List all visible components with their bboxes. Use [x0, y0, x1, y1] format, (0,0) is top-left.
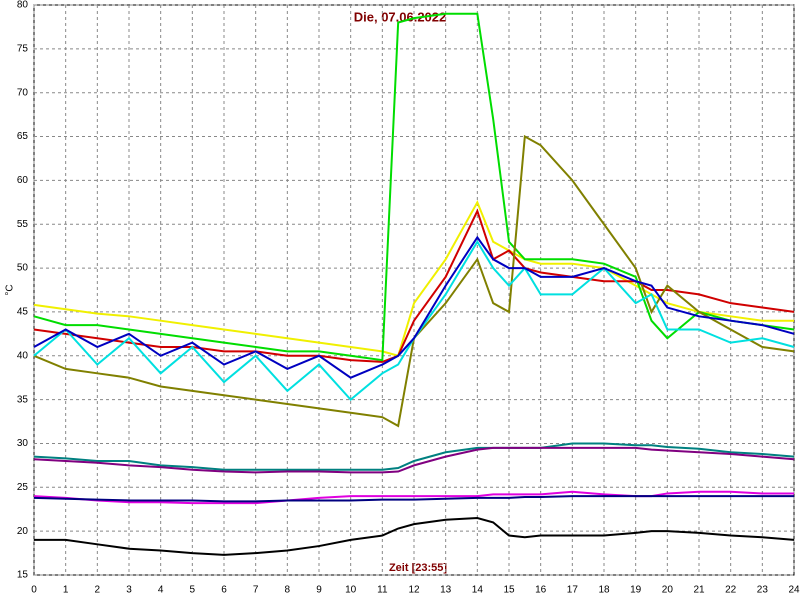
series-line	[33, 12, 795, 362]
chart-title: Die, 07.06.2022	[354, 9, 447, 24]
x-tick-label: 9	[316, 585, 322, 596]
y-tick-label: 50	[17, 263, 29, 274]
series-line	[33, 239, 795, 401]
series-line	[33, 199, 794, 357]
x-tick-label: 16	[535, 585, 547, 596]
series-line	[33, 495, 794, 503]
series-line	[33, 442, 795, 471]
x-tick-label: 4	[158, 585, 164, 596]
y-tick-label: 35	[17, 394, 29, 405]
x-axis-label: Zeit [23:55]	[389, 562, 447, 574]
x-tick-label: 13	[440, 585, 452, 596]
x-tick-label: 14	[472, 585, 484, 596]
y-tick-label: 15	[17, 570, 29, 581]
x-tick-label: 3	[126, 585, 132, 596]
y-tick-label: 70	[17, 87, 29, 98]
x-tick-label: 0	[31, 585, 37, 596]
y-tick-label: 20	[17, 526, 29, 537]
x-tick-label: 8	[285, 585, 291, 596]
x-tick-label: 20	[662, 585, 674, 596]
x-tick-label: 15	[503, 585, 515, 596]
x-tick-label: 11	[377, 585, 388, 596]
x-tick-label: 1	[63, 585, 69, 596]
x-tick-label: 2	[95, 585, 101, 596]
x-tick-label: 23	[757, 585, 769, 596]
x-tick-label: 7	[253, 585, 259, 596]
y-axis-label: °C	[5, 284, 16, 295]
y-tick-label: 45	[17, 307, 29, 318]
x-tick-label: 21	[693, 585, 705, 596]
x-tick-label: 18	[598, 585, 610, 596]
x-tick-label: 17	[567, 585, 579, 596]
series-line	[34, 516, 795, 556]
x-tick-label: 22	[725, 585, 737, 596]
series-line	[33, 134, 795, 428]
y-tick-label: 75	[17, 43, 29, 54]
series-line	[33, 235, 795, 379]
y-tick-label: 40	[17, 350, 29, 361]
y-tick-label: 30	[17, 438, 29, 449]
x-tick-label: 5	[190, 585, 196, 596]
x-tick-label: 19	[630, 585, 642, 596]
y-tick-label: 25	[17, 482, 29, 493]
y-tick-label: 80	[17, 0, 29, 11]
y-tick-label: 65	[17, 131, 29, 142]
x-tick-label: 12	[408, 585, 420, 596]
x-tick-label: 6	[221, 585, 227, 596]
x-tick-label: 10	[345, 585, 357, 596]
y-tick-label: 60	[17, 175, 29, 186]
series-line	[33, 446, 795, 474]
x-tick-label: 24	[788, 585, 800, 596]
y-tick-label: 55	[17, 219, 29, 230]
